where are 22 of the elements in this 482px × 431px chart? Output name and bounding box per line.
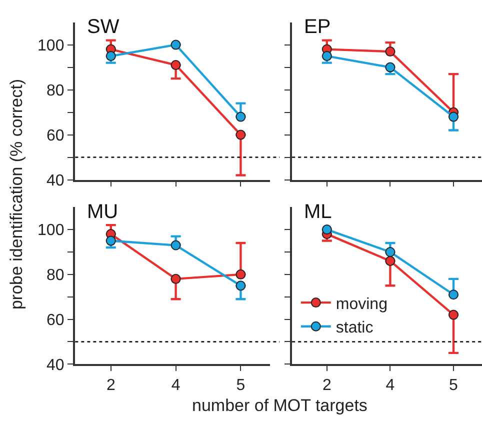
chart-title: SW [87,16,120,38]
x-tick-label: 2 [106,377,116,394]
legend-label: moving [336,296,388,313]
y-tick-label: 80 [46,267,64,284]
y-tick-label: 100 [38,222,64,240]
x-tick-label: 4 [386,377,395,394]
y-tick-label: 40 [46,356,64,374]
y-axis-title: probe identification (% correct) [7,78,26,310]
chart-title: MU [87,201,118,223]
x-tick-label: 4 [171,377,180,394]
chart-title: EP [304,16,331,38]
legend-label: static [336,320,374,337]
x-axis-title: number of MOT targets [192,396,368,415]
y-tick-label: 60 [46,312,64,329]
y-tick-label: 100 [38,37,64,54]
y-tick-label: 40 [46,172,64,190]
y-tick-label: 80 [46,82,64,100]
chart-title: ML [304,201,332,223]
x-tick-label: 5 [449,377,458,394]
y-tick-label: 60 [46,127,64,144]
x-tick-label: 5 [236,377,246,394]
x-tick-label: 2 [322,377,332,394]
